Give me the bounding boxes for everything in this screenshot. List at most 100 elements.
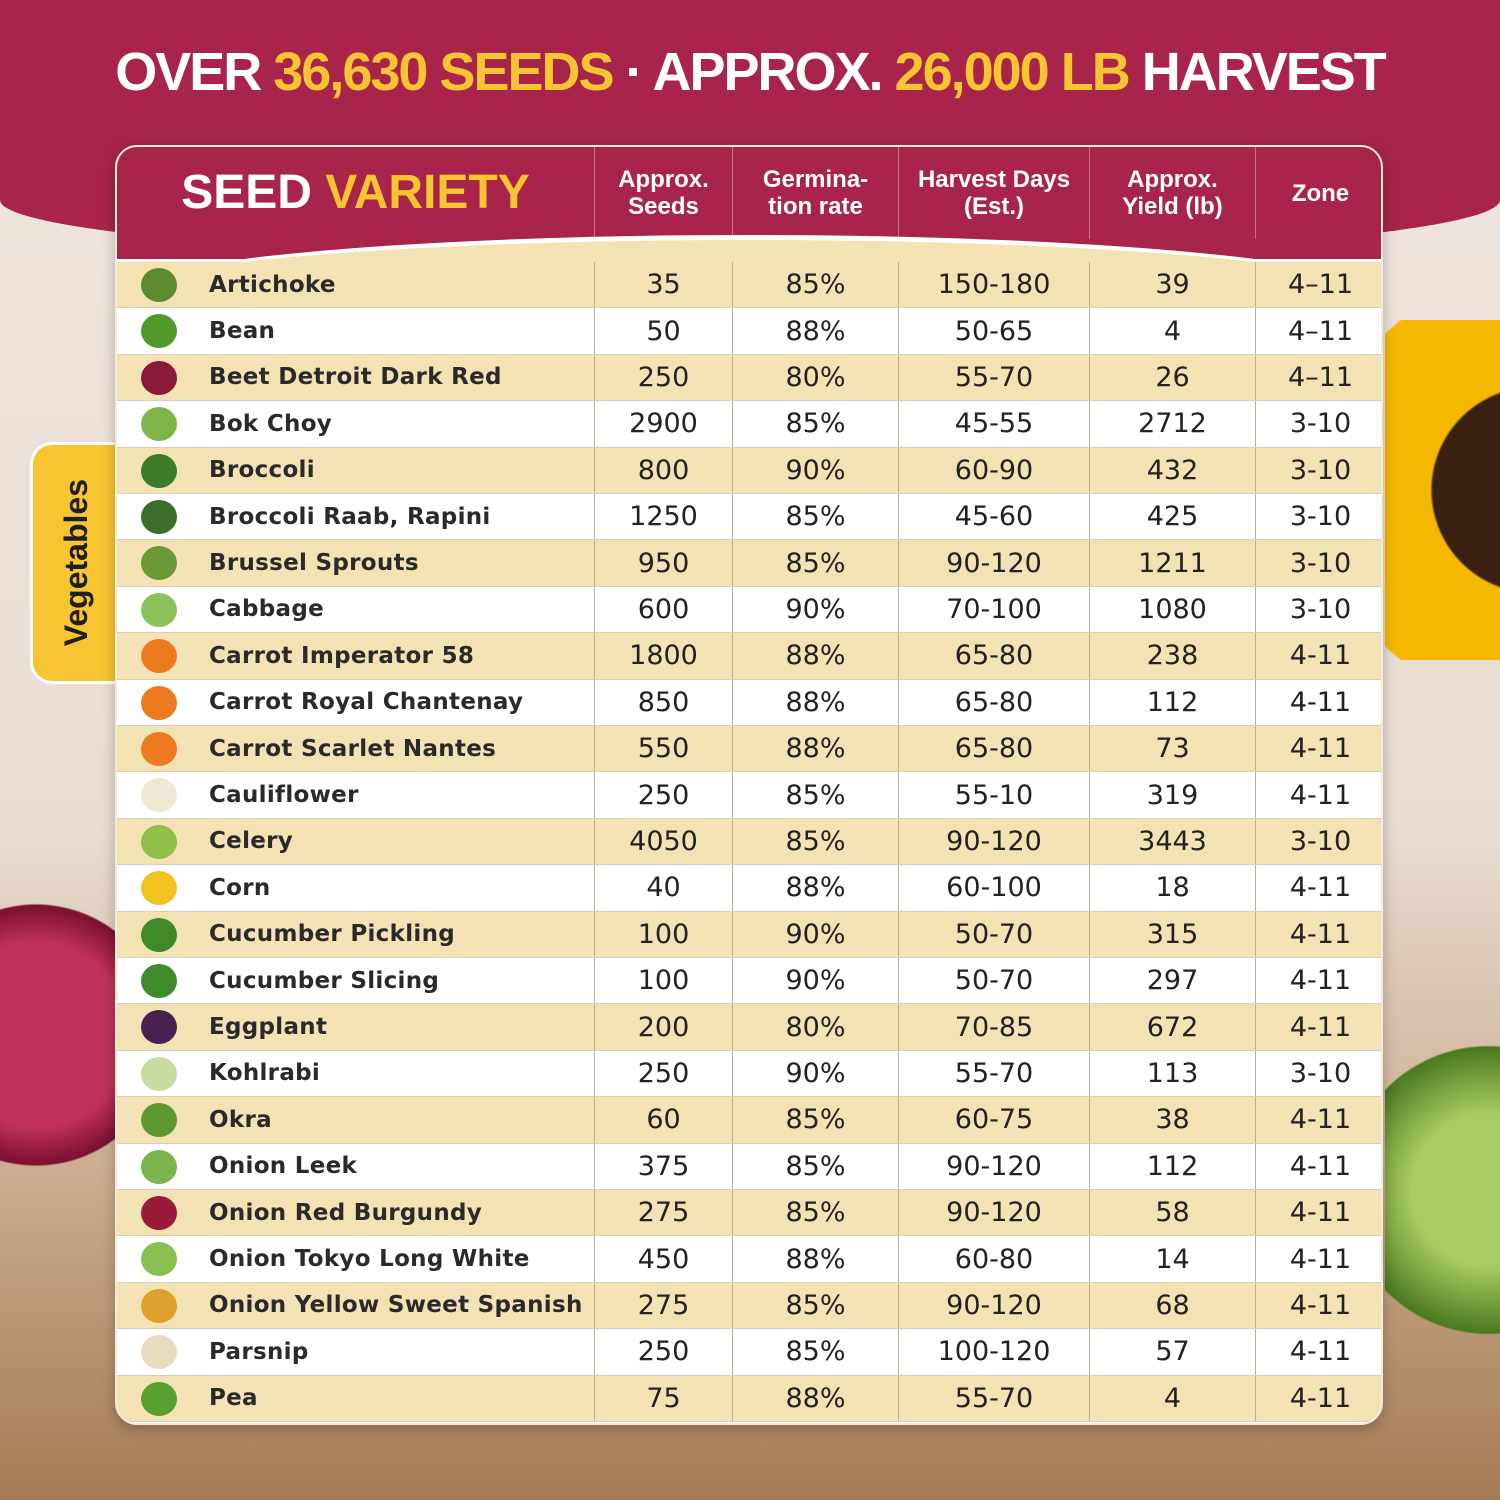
cell-name: Corn xyxy=(117,865,595,911)
vegetables-tab[interactable]: Vegetables xyxy=(30,442,120,684)
cell-days: 70-100 xyxy=(899,586,1090,633)
cell-germ: 85% xyxy=(733,1143,899,1189)
value-germ: 85% xyxy=(785,825,846,857)
cell-zone: 3-10 xyxy=(1256,819,1381,864)
table-row: Cucumber Pickling 100 90% 50-70 315 4-11 xyxy=(117,911,1381,958)
cell-seeds: 100 xyxy=(595,958,733,1004)
cell-seeds: 1250 xyxy=(595,494,733,540)
corn-icon xyxy=(141,871,177,906)
table-row: Brussel Sprouts 950 85% 90-120 1211 3-10 xyxy=(117,540,1381,587)
red-onion-icon xyxy=(141,1196,177,1230)
value-seeds: 550 xyxy=(637,733,690,765)
cell-seeds: 100 xyxy=(595,911,733,957)
value-zone: 3-10 xyxy=(1289,547,1352,579)
variety-name: Eggplant xyxy=(209,1014,328,1041)
cell-germ: 85% xyxy=(733,540,899,586)
value-days: 90-120 xyxy=(946,825,1042,857)
cell-days: 90-120 xyxy=(899,1190,1090,1236)
value-zone: 4-11 xyxy=(1289,1289,1352,1321)
value-yield: 4 xyxy=(1163,315,1182,347)
cell-yield: 68 xyxy=(1090,1282,1256,1329)
parsnip-icon xyxy=(141,1335,177,1370)
value-yield: 672 xyxy=(1146,1011,1199,1043)
value-days: 60-80 xyxy=(954,1243,1034,1275)
value-germ: 90% xyxy=(785,1057,846,1089)
value-germ: 88% xyxy=(785,733,846,765)
brussel-sprouts-icon xyxy=(141,546,177,581)
cell-seeds: 375 xyxy=(595,1143,733,1189)
cell-name: Broccoli xyxy=(117,447,595,493)
value-days: 55-10 xyxy=(954,779,1034,811)
cell-zone: 4-11 xyxy=(1256,1236,1381,1281)
variety-name: Kohlrabi xyxy=(209,1060,321,1087)
cell-yield: 425 xyxy=(1090,494,1256,540)
cell-name: Carrot Scarlet Nantes xyxy=(117,726,595,772)
value-seeds: 1250 xyxy=(629,501,698,533)
cell-days: 90-120 xyxy=(899,818,1090,865)
value-yield: 425 xyxy=(1146,501,1199,533)
cell-yield: 1211 xyxy=(1090,540,1256,586)
value-days: 90-120 xyxy=(946,1150,1042,1182)
value-seeds: 275 xyxy=(637,1289,690,1321)
value-seeds: 450 xyxy=(637,1243,690,1275)
value-yield: 112 xyxy=(1146,1150,1199,1182)
value-germ: 80% xyxy=(785,1011,846,1043)
beet-icon xyxy=(141,360,177,395)
cell-name: Pea xyxy=(117,1375,595,1421)
cell-seeds: 250 xyxy=(595,772,733,818)
value-days: 65-80 xyxy=(954,640,1034,672)
value-days: 90-120 xyxy=(946,547,1042,579)
value-yield: 58 xyxy=(1155,1197,1190,1229)
cell-days: 45-55 xyxy=(899,401,1090,447)
cell-name: Carrot Imperator 58 xyxy=(117,633,595,679)
variety-name: Cucumber Pickling xyxy=(209,921,456,948)
cell-days: 55-70 xyxy=(899,1050,1090,1097)
value-yield: 38 xyxy=(1155,1104,1190,1136)
cell-seeds: 800 xyxy=(595,447,733,493)
cell-zone: 4-11 xyxy=(1256,1376,1381,1421)
value-germ: 88% xyxy=(785,315,846,347)
value-yield: 112 xyxy=(1146,686,1199,718)
cell-name: Beet Detroit Dark Red xyxy=(117,354,595,401)
cell-germ: 88% xyxy=(733,1236,899,1282)
cell-name: Carrot Royal Chantenay xyxy=(117,679,595,725)
value-seeds: 800 xyxy=(637,454,690,486)
table-row: Okra 60 85% 60-75 38 4-11 xyxy=(117,1097,1381,1144)
cell-yield: 672 xyxy=(1090,1004,1256,1050)
cell-yield: 297 xyxy=(1090,958,1256,1004)
cell-germ: 85% xyxy=(733,1097,899,1143)
cell-days: 45-60 xyxy=(899,494,1090,540)
value-zone: 4-11 xyxy=(1289,686,1352,718)
table-row: Kohlrabi 250 90% 55-70 113 3-10 xyxy=(117,1050,1381,1098)
variety-name: Corn xyxy=(209,874,271,901)
cell-yield: 2712 xyxy=(1090,401,1256,447)
cell-name: Onion Red Burgundy xyxy=(117,1190,595,1236)
cell-days: 70-85 xyxy=(899,1004,1090,1050)
cell-germ: 85% xyxy=(733,1329,899,1375)
leek-icon xyxy=(141,1149,177,1184)
cell-seeds: 40 xyxy=(595,865,733,911)
carrot-icon xyxy=(141,685,177,720)
cell-germ: 80% xyxy=(733,354,899,401)
cell-zone: 4-11 xyxy=(1256,865,1381,910)
carrot-icon xyxy=(141,732,177,766)
value-zone: 3-10 xyxy=(1289,454,1352,486)
table-row: Cauliflower 250 85% 55-10 319 4-11 xyxy=(117,772,1381,819)
cell-seeds: 75 xyxy=(595,1375,733,1421)
cell-yield: 39 xyxy=(1090,262,1256,308)
cell-zone: 4–11 xyxy=(1256,308,1381,353)
cell-days: 55-70 xyxy=(899,354,1090,401)
table-row: Carrot Scarlet Nantes 550 88% 65-80 73 4-11 xyxy=(117,726,1381,773)
value-zone: 4-11 xyxy=(1289,1197,1352,1229)
table-row: Parsnip 250 85% 100-120 57 4-11 xyxy=(117,1329,1381,1376)
cell-germ: 80% xyxy=(733,1004,899,1050)
bok-choy-icon xyxy=(141,407,177,442)
cell-yield: 4 xyxy=(1090,308,1256,354)
cell-seeds: 850 xyxy=(595,679,733,725)
header-harvest-days: Harvest Days (Est.) xyxy=(899,147,1090,239)
variety-name: Broccoli xyxy=(209,457,315,484)
cell-days: 65-80 xyxy=(899,726,1090,772)
cell-seeds: 550 xyxy=(595,726,733,772)
value-yield: 297 xyxy=(1146,965,1199,997)
table-row: Broccoli Raab, Rapini 1250 85% 45-60 425 3-10 xyxy=(117,494,1381,541)
